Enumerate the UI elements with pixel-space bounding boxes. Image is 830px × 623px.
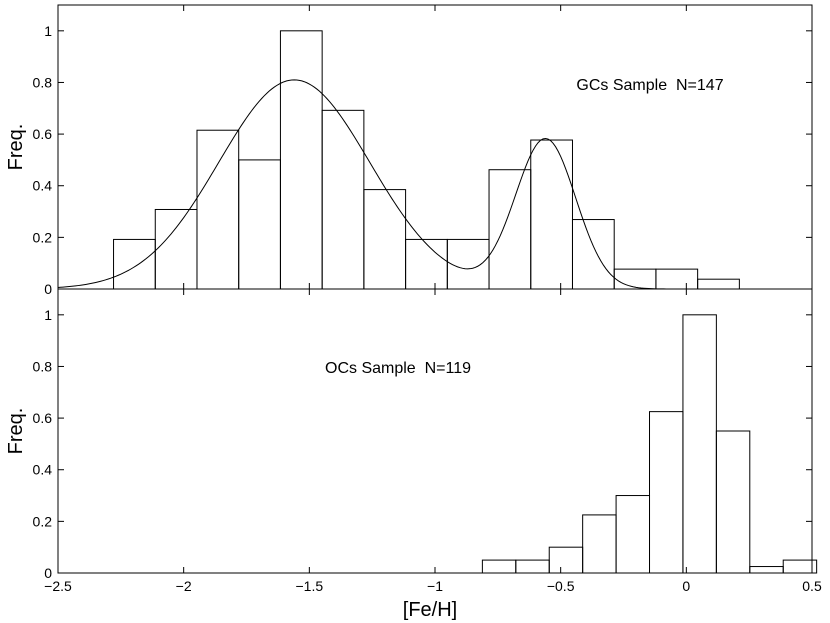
histogram-bar	[682, 314, 717, 574]
axes-frame	[57, 4, 813, 290]
x-tick-label: −1.5	[296, 578, 324, 594]
histogram-bar	[548, 546, 584, 574]
histogram-bar	[515, 559, 550, 574]
histogram-bar	[649, 411, 684, 574]
y-tick-label: 0.6	[33, 126, 53, 142]
x-tick-label: −2	[176, 578, 192, 594]
histogram-bar	[279, 30, 323, 290]
y-tick-label: 0.6	[33, 410, 53, 426]
y-tick-label: 1	[44, 23, 52, 39]
axes-frame	[57, 288, 813, 574]
histogram-bar	[154, 208, 198, 290]
histogram-bar	[405, 238, 448, 290]
bottom-panel: 0 0.2 0.4 0.6 0.8 1 −2.5 −2 −1.5 −1 −0.5 0 0.5 Freq. O…	[5, 288, 822, 594]
histogram-bar	[196, 129, 240, 290]
sample-annotation: GCs Sample N=147	[576, 77, 723, 94]
sample-annotation: OCs Sample N=119	[325, 360, 471, 377]
histogram-bar	[582, 514, 617, 574]
histogram-bar	[571, 219, 615, 290]
y-tick-label: 0.4	[33, 178, 53, 194]
top-panel: 0 0.2 0.4 0.6 0.8 1 Freq. GCs Sample N=147	[5, 4, 813, 297]
y-tick-label: 0.2	[33, 513, 53, 529]
histogram-bar	[697, 278, 740, 290]
y-tick-label: 0	[44, 565, 52, 581]
histogram-bar	[238, 159, 281, 290]
y-tick-label: 0.2	[33, 229, 53, 245]
histogram-bar	[613, 268, 657, 290]
x-tick-label: −2.5	[44, 578, 72, 594]
y-axis-label: Freq.	[5, 408, 27, 455]
histogram-bar	[488, 169, 532, 290]
x-tick-label: 0	[682, 578, 690, 594]
x-tick-label: 0.5	[802, 578, 822, 594]
histogram-bar	[615, 495, 651, 574]
y-tick-label: 1	[44, 307, 52, 323]
histogram-bar	[715, 430, 751, 574]
histogram-bar	[530, 139, 573, 290]
y-axis-label: Freq.	[5, 124, 27, 171]
y-tick-label: 0.4	[33, 462, 53, 478]
y-tick-label: 0.8	[33, 358, 53, 374]
fit-curve	[57, 79, 812, 290]
x-tick-label: −0.5	[547, 578, 575, 594]
histogram-bar	[749, 566, 784, 574]
histogram-bar	[446, 238, 490, 290]
histogram-bar	[363, 189, 407, 290]
histogram-bar	[113, 238, 156, 290]
x-tick-label: −1	[427, 578, 443, 594]
x-axis-label: [Fe/H]	[403, 599, 457, 621]
histogram-bar	[655, 268, 699, 290]
y-tick-label: 0.8	[33, 74, 53, 90]
histogram-bar	[321, 109, 365, 290]
y-tick-label: 0	[44, 281, 52, 297]
histogram-bar	[481, 559, 517, 574]
